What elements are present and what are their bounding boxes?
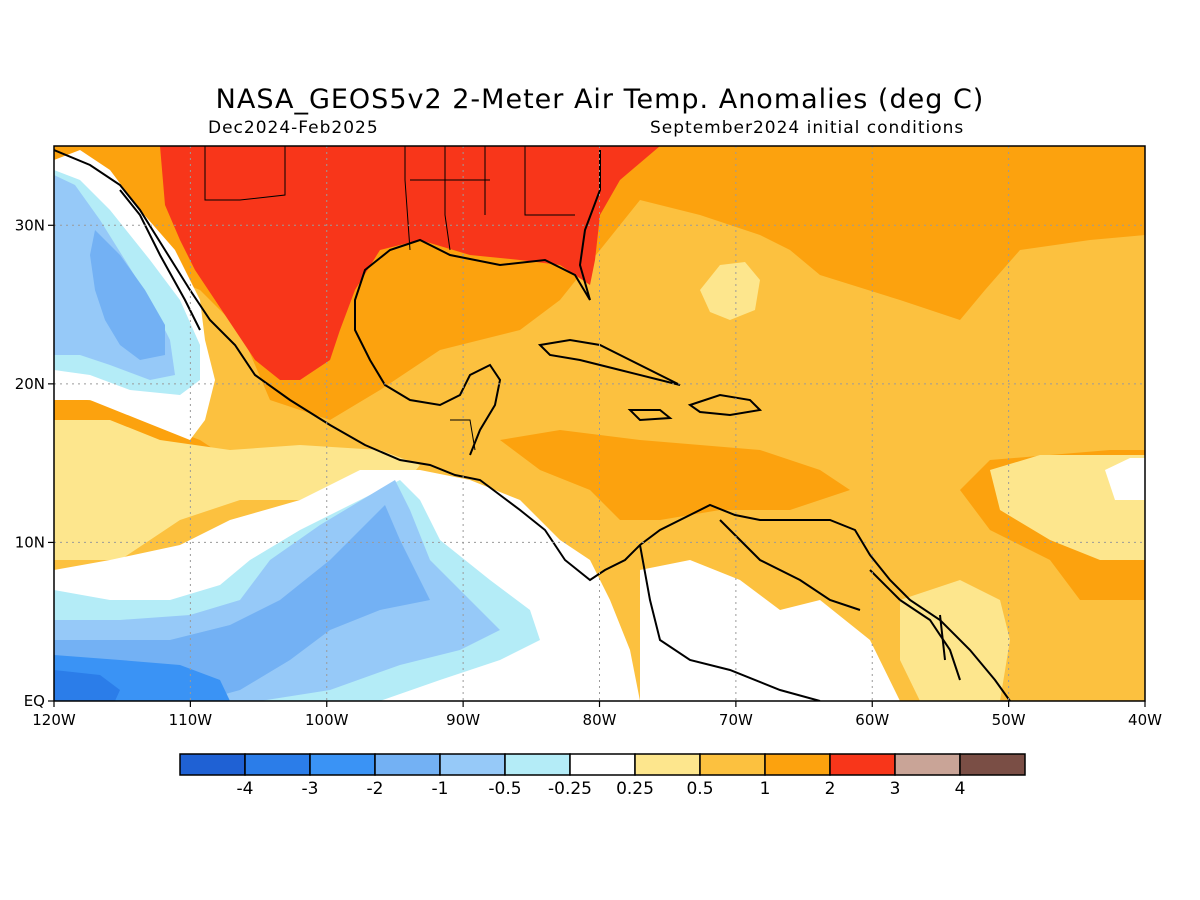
initial-conditions-label: September2024 initial conditions [650,118,965,138]
anomaly-region-neutral-land [640,560,900,701]
anomaly-region-1to2-caribbean [500,430,850,520]
colorbar-label: 4 [955,779,966,799]
colorbar-label: -3 [302,779,319,799]
x-tick-label: 80W [583,711,617,729]
x-tick-label: 70W [719,711,753,729]
colorbar-swatch [634,753,701,776]
anomaly-region-025to05-d [900,580,1010,701]
anomaly-region-025to05-c [700,262,760,320]
axis-ticks: 120W 110W 100W 90W 80W 70W 60W 50W 40W EQ 10N 20N 30… [15,216,1162,729]
grid-lines [54,146,1145,701]
colorbar: -4 -3 -2 -1 -0.5 -0.25 0.25 0.5 1 2 3 4 [179,753,1026,799]
x-tick-label: 40W [1128,711,1162,729]
colorbar-label: -1 [432,779,449,799]
y-tick-label: 10N [15,533,45,551]
x-tick-label: 110W [169,711,213,729]
anomaly-region-025to05-b [990,455,1145,560]
x-tick-label: 100W [305,711,349,729]
state-borders [204,146,575,451]
anomaly-region-neg3 [54,670,120,701]
colorbar-swatch [959,753,1026,776]
colorbar-swatch [699,753,766,776]
colorbar-label: 1 [760,779,771,799]
colorbar-swatch [179,753,246,776]
anomaly-region-neg1-pacific [54,505,430,701]
x-tick-label: 90W [446,711,480,729]
colorbar-label: -0.5 [488,779,521,799]
anomaly-region-2to3 [160,146,660,380]
colorbar-swatch [504,753,571,776]
x-tick-label: 120W [32,711,76,729]
colorbar-swatch [894,753,961,776]
map-title: NASA_GEOS5v2 2-Meter Air Temp. Anomalies… [215,84,985,115]
colorbar-label: -4 [237,779,254,799]
colorbar-swatch [764,753,831,776]
anomaly-region-neutral-atlantic [1105,458,1145,500]
anomaly-region-neg1-coast [90,230,165,360]
colorbar-label: 3 [890,779,901,799]
colorbar-swatch [374,753,441,776]
y-tick-label: EQ [24,692,45,710]
x-tick-label: 60W [855,711,889,729]
x-tick-label: 50W [992,711,1026,729]
y-tick-label: 30N [15,216,45,234]
colorbar-label: 0.5 [686,779,713,799]
anomaly-region-025to05-a [54,420,420,560]
colorbar-label: 2 [825,779,836,799]
colorbar-swatch [309,753,376,776]
colorbar-swatch [439,753,506,776]
colorbar-label: -0.25 [548,779,592,799]
colorbar-swatch [244,753,311,776]
coastlines [54,149,1011,701]
forecast-period: Dec2024-Feb2025 [208,118,379,138]
colorbar-label: -2 [367,779,384,799]
y-tick-label: 20N [15,375,45,393]
colorbar-label: 0.25 [616,779,654,799]
colorbar-swatch [569,753,636,776]
colorbar-swatch [829,753,896,776]
